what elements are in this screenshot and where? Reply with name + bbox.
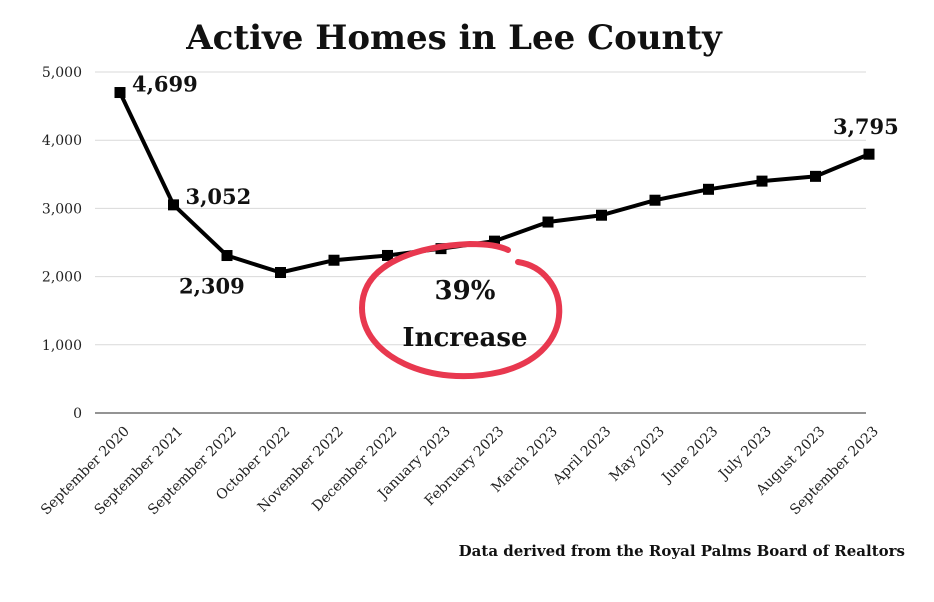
chart-title: Active Homes in Lee County xyxy=(185,18,723,58)
data-point-marker xyxy=(221,250,233,262)
source-note: Data derived from the Royal Palms Board … xyxy=(459,542,905,560)
y-tick-label: 5,000 xyxy=(42,65,82,81)
data-label: 3,795 xyxy=(833,114,899,139)
annotation-label: Increase xyxy=(402,323,527,353)
y-tick-label: 4,000 xyxy=(42,133,82,149)
data-point-marker xyxy=(489,235,500,247)
data-point-marker xyxy=(649,194,661,206)
data-point-marker xyxy=(542,216,554,228)
data-point-marker xyxy=(168,199,179,211)
data-point-marker xyxy=(275,267,286,279)
increase-annotation: 39% Increase xyxy=(358,240,563,380)
y-tick-label: 2,000 xyxy=(42,270,82,286)
y-axis: 5,000 4,000 3,000 2,000 1,000 0 xyxy=(42,65,82,422)
x-tick-label: September 2021 xyxy=(92,424,187,519)
data-point-marker xyxy=(328,254,340,266)
highlight-circle xyxy=(358,240,563,380)
x-tick-label: May 2023 xyxy=(607,424,668,485)
data-label: 3,052 xyxy=(186,184,252,209)
y-tick-label: 3,000 xyxy=(42,201,82,217)
data-point-marker xyxy=(114,87,126,99)
data-labels: 4,699 3,052 2,309 3,795 xyxy=(132,72,899,299)
data-point-marker xyxy=(382,249,393,261)
annotation-percent: 39% xyxy=(435,276,496,306)
gridlines xyxy=(95,71,866,414)
data-point-marker xyxy=(596,209,607,221)
data-point-marker xyxy=(756,175,768,187)
x-tick-label: September 2023 xyxy=(787,424,882,519)
data-point-marker xyxy=(810,170,821,182)
y-tick-label: 1,000 xyxy=(42,338,82,354)
data-point-marker xyxy=(863,148,875,160)
data-point-marker xyxy=(703,183,714,195)
x-tick-label: September 2022 xyxy=(145,424,240,519)
x-tick-label: September 2020 xyxy=(38,424,133,519)
data-label: 4,699 xyxy=(132,72,198,97)
x-tick-label: June 2023 xyxy=(658,424,722,488)
series-line xyxy=(114,87,875,279)
data-label: 2,309 xyxy=(179,274,245,299)
y-tick-label: 0 xyxy=(73,406,82,422)
